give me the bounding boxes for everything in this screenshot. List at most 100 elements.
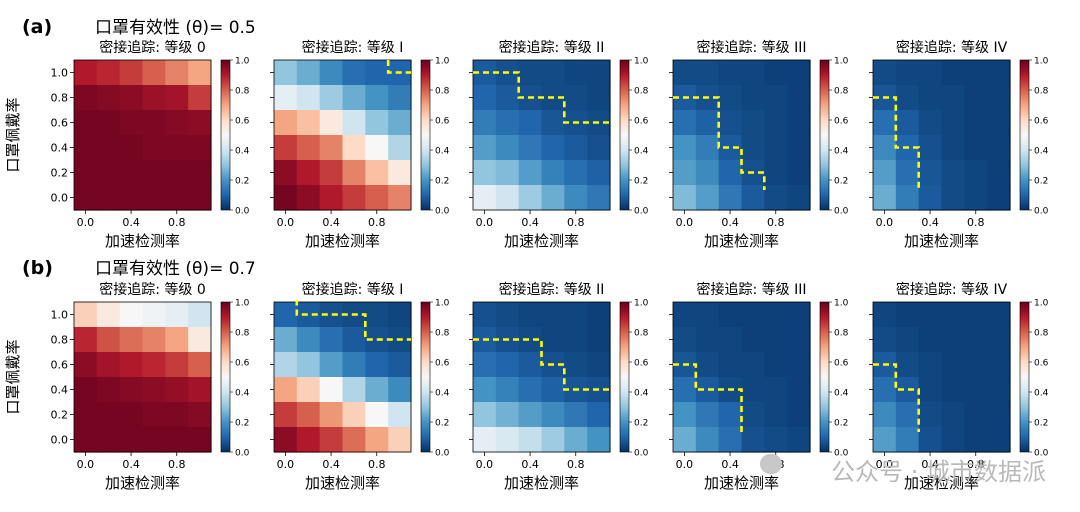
heatmap-cell [964,327,988,353]
colorbar-tick-label: 0.2 [435,419,449,429]
heatmap-cell [987,185,1011,211]
x-tick-label: 0.4 [322,216,340,229]
heatmap-cell [74,85,98,111]
heatmap-cell [673,377,697,403]
x-tick-label: 0.0 [77,216,95,229]
heatmap-cell [695,110,720,136]
heatmap-cell [895,160,920,186]
subplot-title: 密接追踪: 等级 I [302,281,404,298]
heatmap-cell [342,160,366,186]
heatmap-cell [342,427,366,453]
x-tick-label: 0.8 [967,216,985,229]
colorbar-tick-label: 0.0 [435,207,450,217]
heatmap-cell [673,135,697,161]
heatmap-cell [873,302,897,328]
y-tick-label: 1.0 [51,67,69,80]
heatmap-cell [541,302,565,328]
heatmap-cell [319,352,344,378]
colorbar-tick-label: 0.4 [235,389,250,399]
heatmap-cell [673,302,697,328]
heatmap-cell [296,327,321,353]
y-tick-label: 0.0 [51,192,69,205]
heatmap-cell [564,185,588,211]
y-tick-label: 0.6 [51,359,69,372]
colorbar-tick-label: 0.8 [235,87,250,97]
heatmap-cell [119,302,144,328]
heatmap-cell [695,352,720,378]
colorbar [619,301,630,453]
heatmap-cell [188,427,212,453]
x-tick-label: 0.0 [676,458,694,471]
heatmap-cell [274,352,298,378]
colorbar-tick-label: 0.2 [235,177,249,187]
heatmap-cell [541,427,565,453]
heatmap-cell [873,160,897,186]
subplot-title: 密接追踪: 等级 0 [99,39,206,56]
heatmap-cell [941,402,965,428]
heatmap-cell [787,135,811,161]
x-tick-label: 0.0 [476,216,494,229]
heatmap-cell [764,60,788,86]
heatmap-cell [365,185,389,211]
heatmap-cell [987,427,1011,453]
heatmap-cell [142,135,166,161]
colorbar-tick-label: 0.6 [435,117,450,127]
heatmap-cell [319,302,344,328]
heatmap-cell [787,60,811,86]
heatmap-cell [495,160,520,186]
heatmap-cell [918,60,943,86]
heatmap-cell [941,60,965,86]
heatmap-cell [587,185,611,211]
heatmap-cell [587,160,611,186]
panel-label-a: (a) [22,16,52,38]
heatmap-cell [718,427,743,453]
heatmap-cell [941,110,965,136]
colorbar-tick-label: 0.4 [834,389,849,399]
heatmap-cell [165,352,189,378]
x-axis-label: 加速检测率 [504,474,579,492]
heatmap-cell [274,60,298,86]
x-axis-label: 加速检测率 [504,232,579,250]
heatmap-cell [741,185,765,211]
heatmap-cell [188,302,212,328]
x-tick-label: 0.4 [921,458,939,471]
heatmap-cell [296,377,321,403]
heatmap-cell [764,160,788,186]
heatmap-cell [274,302,298,328]
x-axis-label: 加速检测率 [704,474,779,492]
heatmap-cell [74,302,98,328]
heatmap-cell [473,110,497,136]
colorbar-tick-label: 0.0 [1034,207,1049,217]
heatmap-cell [564,135,588,161]
heatmap-cell [165,60,189,86]
heatmap-cell [388,352,412,378]
heatmap-cell [695,60,720,86]
heatmap-cell [365,60,389,86]
heatmap-cell [518,302,543,328]
heatmap-cell [473,377,497,403]
heatmap-cell [388,377,412,403]
heatmap-cell [274,427,298,453]
subplot-title: 密接追踪: 等级 0 [99,281,206,298]
heatmap-cell [296,160,321,186]
heatmap-cell [319,402,344,428]
heatmap-cell [764,185,788,211]
heatmap-cell [964,427,988,453]
heatmap-cell [296,352,321,378]
colorbar-tick-label: 1.0 [235,57,250,67]
colorbar-tick-label: 0.2 [634,177,648,187]
heatmap-cell [365,160,389,186]
y-tick-label: 0.4 [51,384,69,397]
heatmap-cell [319,327,344,353]
heatmap-cell [918,185,943,211]
heatmap-cell [987,302,1011,328]
heatmap-cell [587,135,611,161]
heatmap-cell [695,402,720,428]
heatmap-cell [741,377,765,403]
heatmap-cell [74,185,98,211]
x-tick-label: 0.4 [322,458,340,471]
heatmap-cell [319,160,344,186]
y-axis-label: 口罩佩戴率 [4,97,22,172]
heatmap-cell [964,160,988,186]
heatmap-cell [518,377,543,403]
